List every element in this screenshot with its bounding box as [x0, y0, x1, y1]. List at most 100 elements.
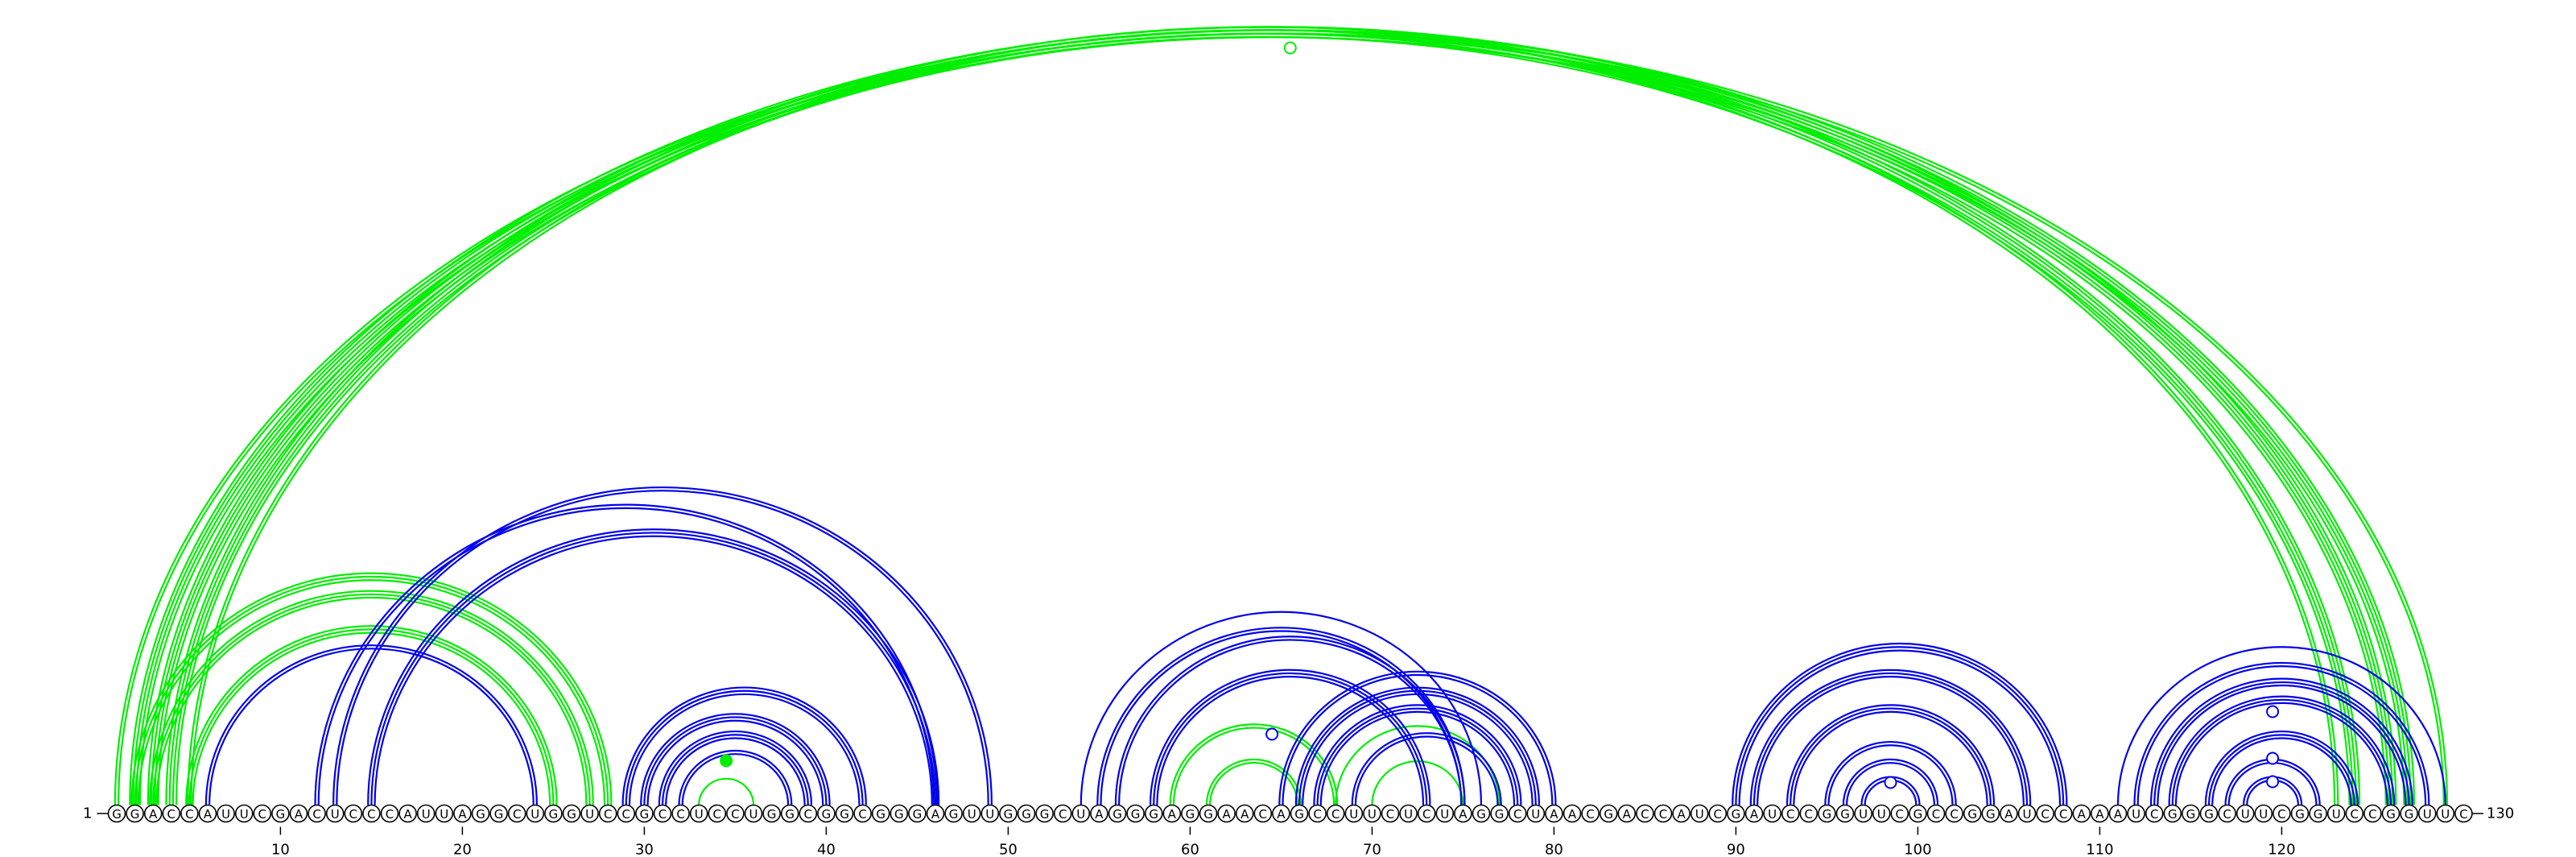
nucleotide-108: C	[2054, 804, 2073, 823]
nucleotide-letter: U	[1859, 807, 1868, 822]
nucleotide-circle	[1017, 804, 1036, 823]
nucleotide-circle	[1144, 804, 1163, 823]
nucleotide-letter: G	[1986, 807, 1996, 822]
green-arc-1-129-1	[118, 32, 2445, 805]
nucleotide-68: C	[1326, 804, 1345, 823]
nucleotide-circle	[1781, 804, 1800, 823]
nucleotide-58: G	[1144, 804, 1163, 823]
nucleotide-76: G	[1472, 804, 1491, 823]
nucleotide-32: C	[671, 804, 690, 823]
green-arc-70-75-0	[1371, 760, 1464, 805]
nucleotide-letter: U	[2132, 807, 2140, 822]
green-arc-2-28-2	[137, 579, 606, 805]
nucleotide-letter: A	[1459, 807, 1468, 822]
nucleotide-letter: C	[858, 807, 866, 822]
nucleotide-letter: G	[1967, 807, 1977, 822]
nucleotide-letter: G	[1604, 807, 1613, 822]
nucleotide-80: A	[1545, 804, 1563, 823]
nucleotide-104: G	[1981, 804, 2000, 823]
nucleotide-circle	[1326, 804, 1345, 823]
nucleotide-circle	[598, 804, 617, 823]
nucleotide-81: A	[1563, 804, 1582, 823]
markers-layer	[720, 41, 2280, 789]
nucleotide-circle	[1454, 804, 1472, 823]
nucleotide-circle	[180, 804, 199, 823]
green-arc-59-68-1	[1172, 727, 1335, 805]
nucleotide-circle	[1108, 804, 1127, 823]
blue-arc-13-49-0	[332, 486, 993, 805]
blue-arc-116-124-1	[2207, 734, 2355, 805]
nucleotide-letter: C	[1331, 807, 1340, 822]
nucleotide-circle	[708, 804, 727, 823]
nucleotide-circle	[1744, 804, 1764, 823]
nucleotide-circle	[198, 804, 217, 823]
nucleotide-letter: G	[2386, 807, 2396, 822]
nucleotide-letter: U	[968, 807, 976, 822]
nucleotide-letter: U	[331, 807, 340, 822]
nucleotide-letter: A	[1168, 807, 1177, 822]
nucleotide-circle	[617, 804, 636, 823]
nucleotide-circle	[562, 804, 581, 823]
blue-arc-112-128-1	[2136, 665, 2427, 805]
nucleotide-circle	[308, 804, 326, 823]
nucleotide-letter: G	[2204, 807, 2214, 822]
nucleotide-circle	[1890, 804, 1909, 823]
nucleotide-letter: A	[2004, 807, 2013, 822]
blue-arc-114-126-2	[2174, 702, 2388, 805]
nucleotide-82: C	[1581, 804, 1600, 823]
nucleotide-circle	[1526, 804, 1546, 823]
nucleotide-circle	[2036, 804, 2054, 823]
pair-marker-4	[2266, 705, 2280, 718]
nucleotide-circle	[2163, 804, 2182, 823]
nucleotide-letter: C	[1896, 807, 1904, 822]
nucleotide-circle	[2381, 804, 2401, 823]
nucleotide-circle	[1199, 804, 1218, 823]
nucleotide-letter: C	[658, 807, 667, 822]
blue-arc-29-42-0	[621, 686, 867, 805]
nucleotide-circle	[1381, 804, 1400, 823]
nucleotide-circle	[1344, 804, 1364, 823]
nucleotide-109: A	[2072, 804, 2091, 823]
green-arc-2-28-0	[130, 572, 613, 805]
nucleotide-circle	[853, 804, 872, 823]
nucleotide-86: C	[1653, 804, 1673, 823]
pair-marker-3	[1884, 776, 1897, 789]
nucleotide-letter: C	[1641, 807, 1649, 822]
nucleotide-letter: C	[1786, 807, 1794, 822]
blue-arc-31-39-1	[661, 734, 809, 805]
nucleotide-circle	[2127, 804, 2145, 823]
blue-arc-29-42-2	[628, 693, 861, 805]
nucleotide-circle	[217, 804, 235, 823]
nucleotide-circle	[926, 804, 945, 823]
nucleotide-88: U	[1690, 804, 1709, 823]
nucleotide-113: C	[2145, 804, 2164, 823]
nucleotide-28: C	[598, 804, 617, 823]
nucleotide-letter: G	[1476, 807, 1486, 822]
nucleotide-letter: G	[640, 807, 650, 822]
nucleotide-circle	[2145, 804, 2164, 823]
nucleotide-letter: C	[1386, 807, 1394, 822]
nucleotide-34: C	[708, 804, 727, 823]
nucleotide-circle	[2072, 804, 2091, 823]
green-arc-4-124-0	[165, 26, 2361, 805]
nucleotide-circle	[689, 804, 708, 823]
nucleotide-4: C	[162, 804, 181, 823]
nucleotide-letter: G	[1022, 807, 1031, 822]
green-arc-3-126-1	[151, 29, 2394, 805]
green-arc-1-129-0	[114, 29, 2448, 805]
nucleotide-circle	[1854, 804, 1872, 823]
nucleotide-120: C	[2273, 804, 2291, 823]
blue-arc-113-127-2	[2157, 685, 2407, 805]
nucleotide-letter: G	[276, 807, 286, 822]
nucleotide-letter: G	[2405, 807, 2414, 822]
nucleotide-letter: U	[240, 807, 249, 822]
blue-arc-55-75-1	[1100, 630, 1463, 805]
nucleotide-circle	[2218, 804, 2236, 823]
nucleotide-letter: U	[585, 807, 594, 822]
nucleotide-circle	[2400, 804, 2418, 823]
nucleotide-letter: C	[2459, 807, 2467, 822]
nucleotide-circle	[1690, 804, 1709, 823]
nucleotide-letter: G	[130, 807, 140, 822]
nucleotide-circle	[726, 804, 745, 823]
